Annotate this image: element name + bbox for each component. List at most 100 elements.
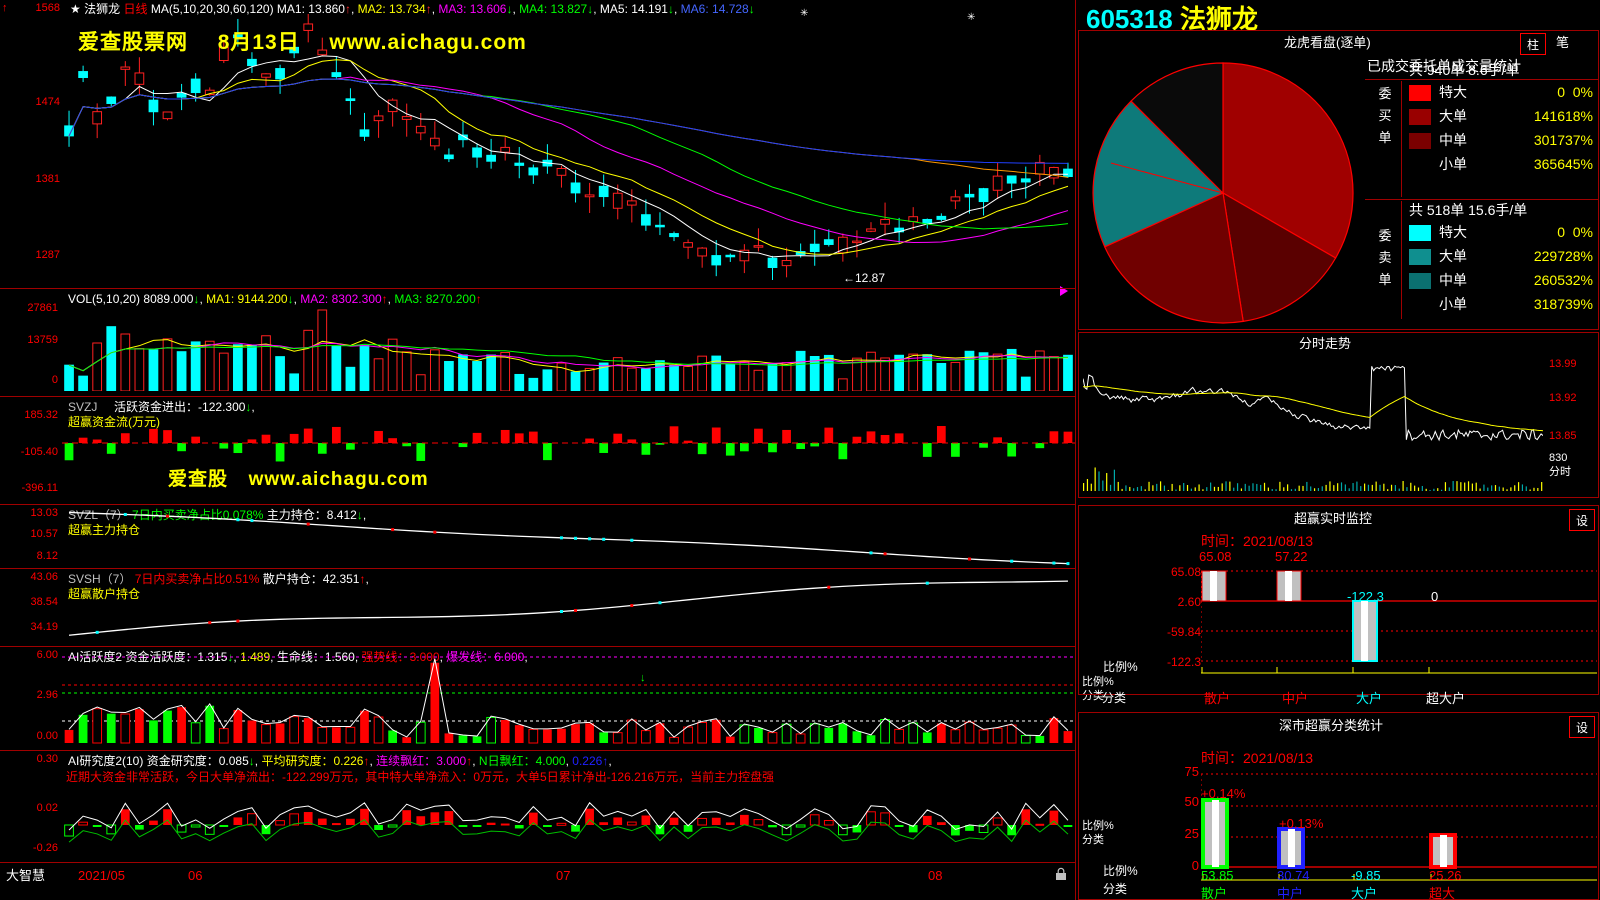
svsh-panel[interactable]: SVSH（7） 7日内买卖净占比0.51% 散户持仓：42.351↑, 超赢散户… xyxy=(0,568,1075,646)
favorite-star-icon[interactable]: ★ xyxy=(70,2,81,16)
sell-count-1: 2297 xyxy=(1533,248,1565,264)
period-label[interactable]: 日线 xyxy=(123,2,148,16)
svzl-chart[interactable] xyxy=(62,511,1075,567)
snowflake-icon-1: ✳ xyxy=(800,8,809,19)
tab-zhu[interactable]: 柱 xyxy=(1520,33,1546,55)
price-y-tick-3: 1287 xyxy=(35,249,60,261)
fenshi-volume-chart xyxy=(1083,467,1543,491)
vol-ma3-label: MA3: xyxy=(394,292,423,306)
classify-annotation-1: +0.13% xyxy=(1279,816,1324,831)
vol-ma3-arrow-icon: ↑ xyxy=(475,292,482,306)
buy-label-0: 特大 xyxy=(1439,84,1467,100)
app-name-label: 大智慧 xyxy=(6,868,46,883)
fenshi-x-sub: 分时 xyxy=(1549,466,1571,478)
ai-research-f1-value: 0.085 xyxy=(218,754,249,768)
price-panel[interactable]: ★ 法狮龙 日线 MA(5,10,20,30,60,120) MA1: 13.8… xyxy=(0,0,1075,296)
ai-research-y-tick-1: 0.02 xyxy=(36,802,58,814)
snowflake-icon-2: ✳ xyxy=(967,12,976,23)
svsh-ratio-label: 7日内买卖净占比 xyxy=(134,572,226,586)
ai-activity-marker-icon: ↓ xyxy=(640,672,646,684)
svsh-header: SVSH（7） 7日内买卖净占比0.51% 散户持仓：42.351↑, xyxy=(68,572,369,586)
fenshi-chart[interactable] xyxy=(1083,355,1543,451)
classify-left-label-0: 比例% xyxy=(1103,864,1138,878)
svsh-chart[interactable] xyxy=(62,575,1075,643)
price-y-tick-2: 1381 xyxy=(35,173,60,185)
classify-left-label-1: 分类 xyxy=(1103,882,1128,896)
ai-research-right-label-1: 分类 xyxy=(1082,834,1104,846)
realtime-monitor-title: 超赢实时监控 xyxy=(1294,511,1373,526)
tab-bi[interactable]: 笔 xyxy=(1556,35,1570,50)
svzl-subtitle: 超赢主力持仓 xyxy=(68,523,141,537)
ai-activity-chart[interactable] xyxy=(62,655,1075,747)
realtime-monitor-panel[interactable]: 超赢实时监控 设 时间：2021/08/13 65.08 2.60 -59.84… xyxy=(1078,505,1599,695)
sell-swatch-0 xyxy=(1409,225,1431,241)
ai-research-y-tick-0: 0.30 xyxy=(36,753,58,765)
ai-research-f5-arrow-icon: ↑ xyxy=(602,754,609,768)
ai-activity-f3-label: 生命线： xyxy=(276,650,325,664)
buy-side-label: 委 xyxy=(1378,86,1392,101)
ai-activity-f1-label: 资金活跃度： xyxy=(125,650,198,664)
candlestick-chart[interactable] xyxy=(62,14,1075,280)
sell-label-3: 小单 xyxy=(1439,296,1467,312)
realtime-monitor-chart[interactable] xyxy=(1201,566,1597,676)
svzj-header: SVZJ 活跃资金进出：-122.300↓, xyxy=(68,400,255,414)
sell-side-label: 委 xyxy=(1378,228,1392,243)
svzj-chart[interactable] xyxy=(62,405,1075,501)
price-y-tick-1: 1474 xyxy=(35,96,60,108)
svzl-y-tick-1: 10.57 xyxy=(30,528,58,540)
ma3-label: MA3: xyxy=(438,2,467,16)
x-tick-0: 2021/05 xyxy=(78,868,125,883)
svzj-panel[interactable]: SVZJ 活跃资金进出：-122.300↓, 超赢资金流(万元) 185.32 … xyxy=(0,396,1075,504)
order-pie-chart xyxy=(1083,59,1363,327)
realtime-settings-button[interactable]: 设 xyxy=(1569,509,1595,531)
longhu-title: 龙虎看盘(逐单) xyxy=(1284,35,1371,50)
ma1-value: 13.860 xyxy=(308,2,345,16)
sell-side-label-3: 单 xyxy=(1378,272,1392,287)
price-marker-arrow-icon xyxy=(1060,286,1068,296)
bottom-axis-bar: 大智慧 2021/05 06 07 08 xyxy=(0,862,1075,900)
ma2-label: MA2: xyxy=(357,2,386,16)
svzj-y-tick-2: -396.11 xyxy=(21,482,59,494)
svzl-ratio-value: 0.078% xyxy=(222,508,264,522)
classify-cat-2: 大户 xyxy=(1351,886,1378,900)
ai-research-y-tick-2: -0.26 xyxy=(32,842,58,854)
svzl-panel[interactable]: SVZL（7） 7日内买卖净占比0.078% 主力持仓：8.412↓, 超赢主力… xyxy=(0,504,1075,568)
lock-icon[interactable] xyxy=(1054,867,1068,881)
fenshi-panel[interactable]: 分时走势 13.99 13.92 13.85 830 分时 xyxy=(1078,332,1599,498)
ai-research-panel[interactable]: AI研究度2(10) 资金研究度：0.085↓, 平均研究度：0.226↑, 连… xyxy=(0,750,1114,862)
classify-stats-panel[interactable]: 深市超赢分类统计 设 时间：2021/08/13 75 50 25 0 比例% … xyxy=(1078,712,1599,900)
buy-swatch-1 xyxy=(1409,109,1431,125)
ai-activity-header: AI活跃度2 资金活跃度：1.315↓, 1.489, 生命线：1.560, 强… xyxy=(68,650,528,664)
watermark-date: 8月13日 xyxy=(217,31,300,54)
realtime-left-label-0: 比例% xyxy=(1103,660,1138,674)
ai-research-chart[interactable] xyxy=(62,785,1075,859)
price-callout-label: ←12.87 xyxy=(843,271,886,285)
x-tick-3: 08 xyxy=(928,868,943,883)
classify-value-0: 53.85 xyxy=(1201,868,1234,883)
vol-ma1-value: 9144.200 xyxy=(237,292,288,306)
volume-chart[interactable] xyxy=(62,307,1075,391)
realtime-time: 时间：2021/08/13 xyxy=(1201,534,1313,548)
x-tick-2: 07 xyxy=(556,868,571,883)
classify-stats-chart[interactable] xyxy=(1201,771,1597,883)
sell-pct-1: 28% xyxy=(1564,248,1593,264)
volume-panel-header: VOL(5,10,20) 8089.000↓, MA1: 9144.200↓, … xyxy=(68,292,482,306)
classify-settings-button[interactable]: 设 xyxy=(1569,716,1595,738)
realtime-data-label-1: 57.22 xyxy=(1275,549,1308,564)
ai-activity-code-label: AI活跃度2 xyxy=(68,650,123,664)
volume-panel[interactable]: VOL(5,10,20) 8089.000↓, MA1: 9144.200↓, … xyxy=(0,288,1075,396)
ma1-arrow-icon: ↑ xyxy=(344,2,351,16)
classify-cat-0: 散户 xyxy=(1201,886,1228,900)
ai-activity-panel[interactable]: AI活跃度2 资金活跃度：1.315↓, 1.489, 生命线：1.560, 强… xyxy=(0,646,1114,750)
watermark-url: www.aichagu.com xyxy=(329,31,527,54)
stock-name-title: 法狮龙 xyxy=(1180,4,1259,34)
fenshi-y-tick-1: 13.92 xyxy=(1549,392,1577,404)
realtime-data-label-0: 65.08 xyxy=(1199,549,1232,564)
watermark-top: 爱查股票网 8月13日 www.aichagu.com xyxy=(78,32,527,53)
svzj-y-tick-0: 185.32 xyxy=(24,409,58,421)
fenshi-y-tick-2: 13.85 xyxy=(1549,430,1577,442)
svsh-y-tick-0: 43.06 xyxy=(30,571,58,583)
ai-research-f2-value: 0.226 xyxy=(333,754,364,768)
sell-pct-2: 32% xyxy=(1564,272,1593,288)
classify-cat-1: 中户 xyxy=(1277,886,1304,900)
